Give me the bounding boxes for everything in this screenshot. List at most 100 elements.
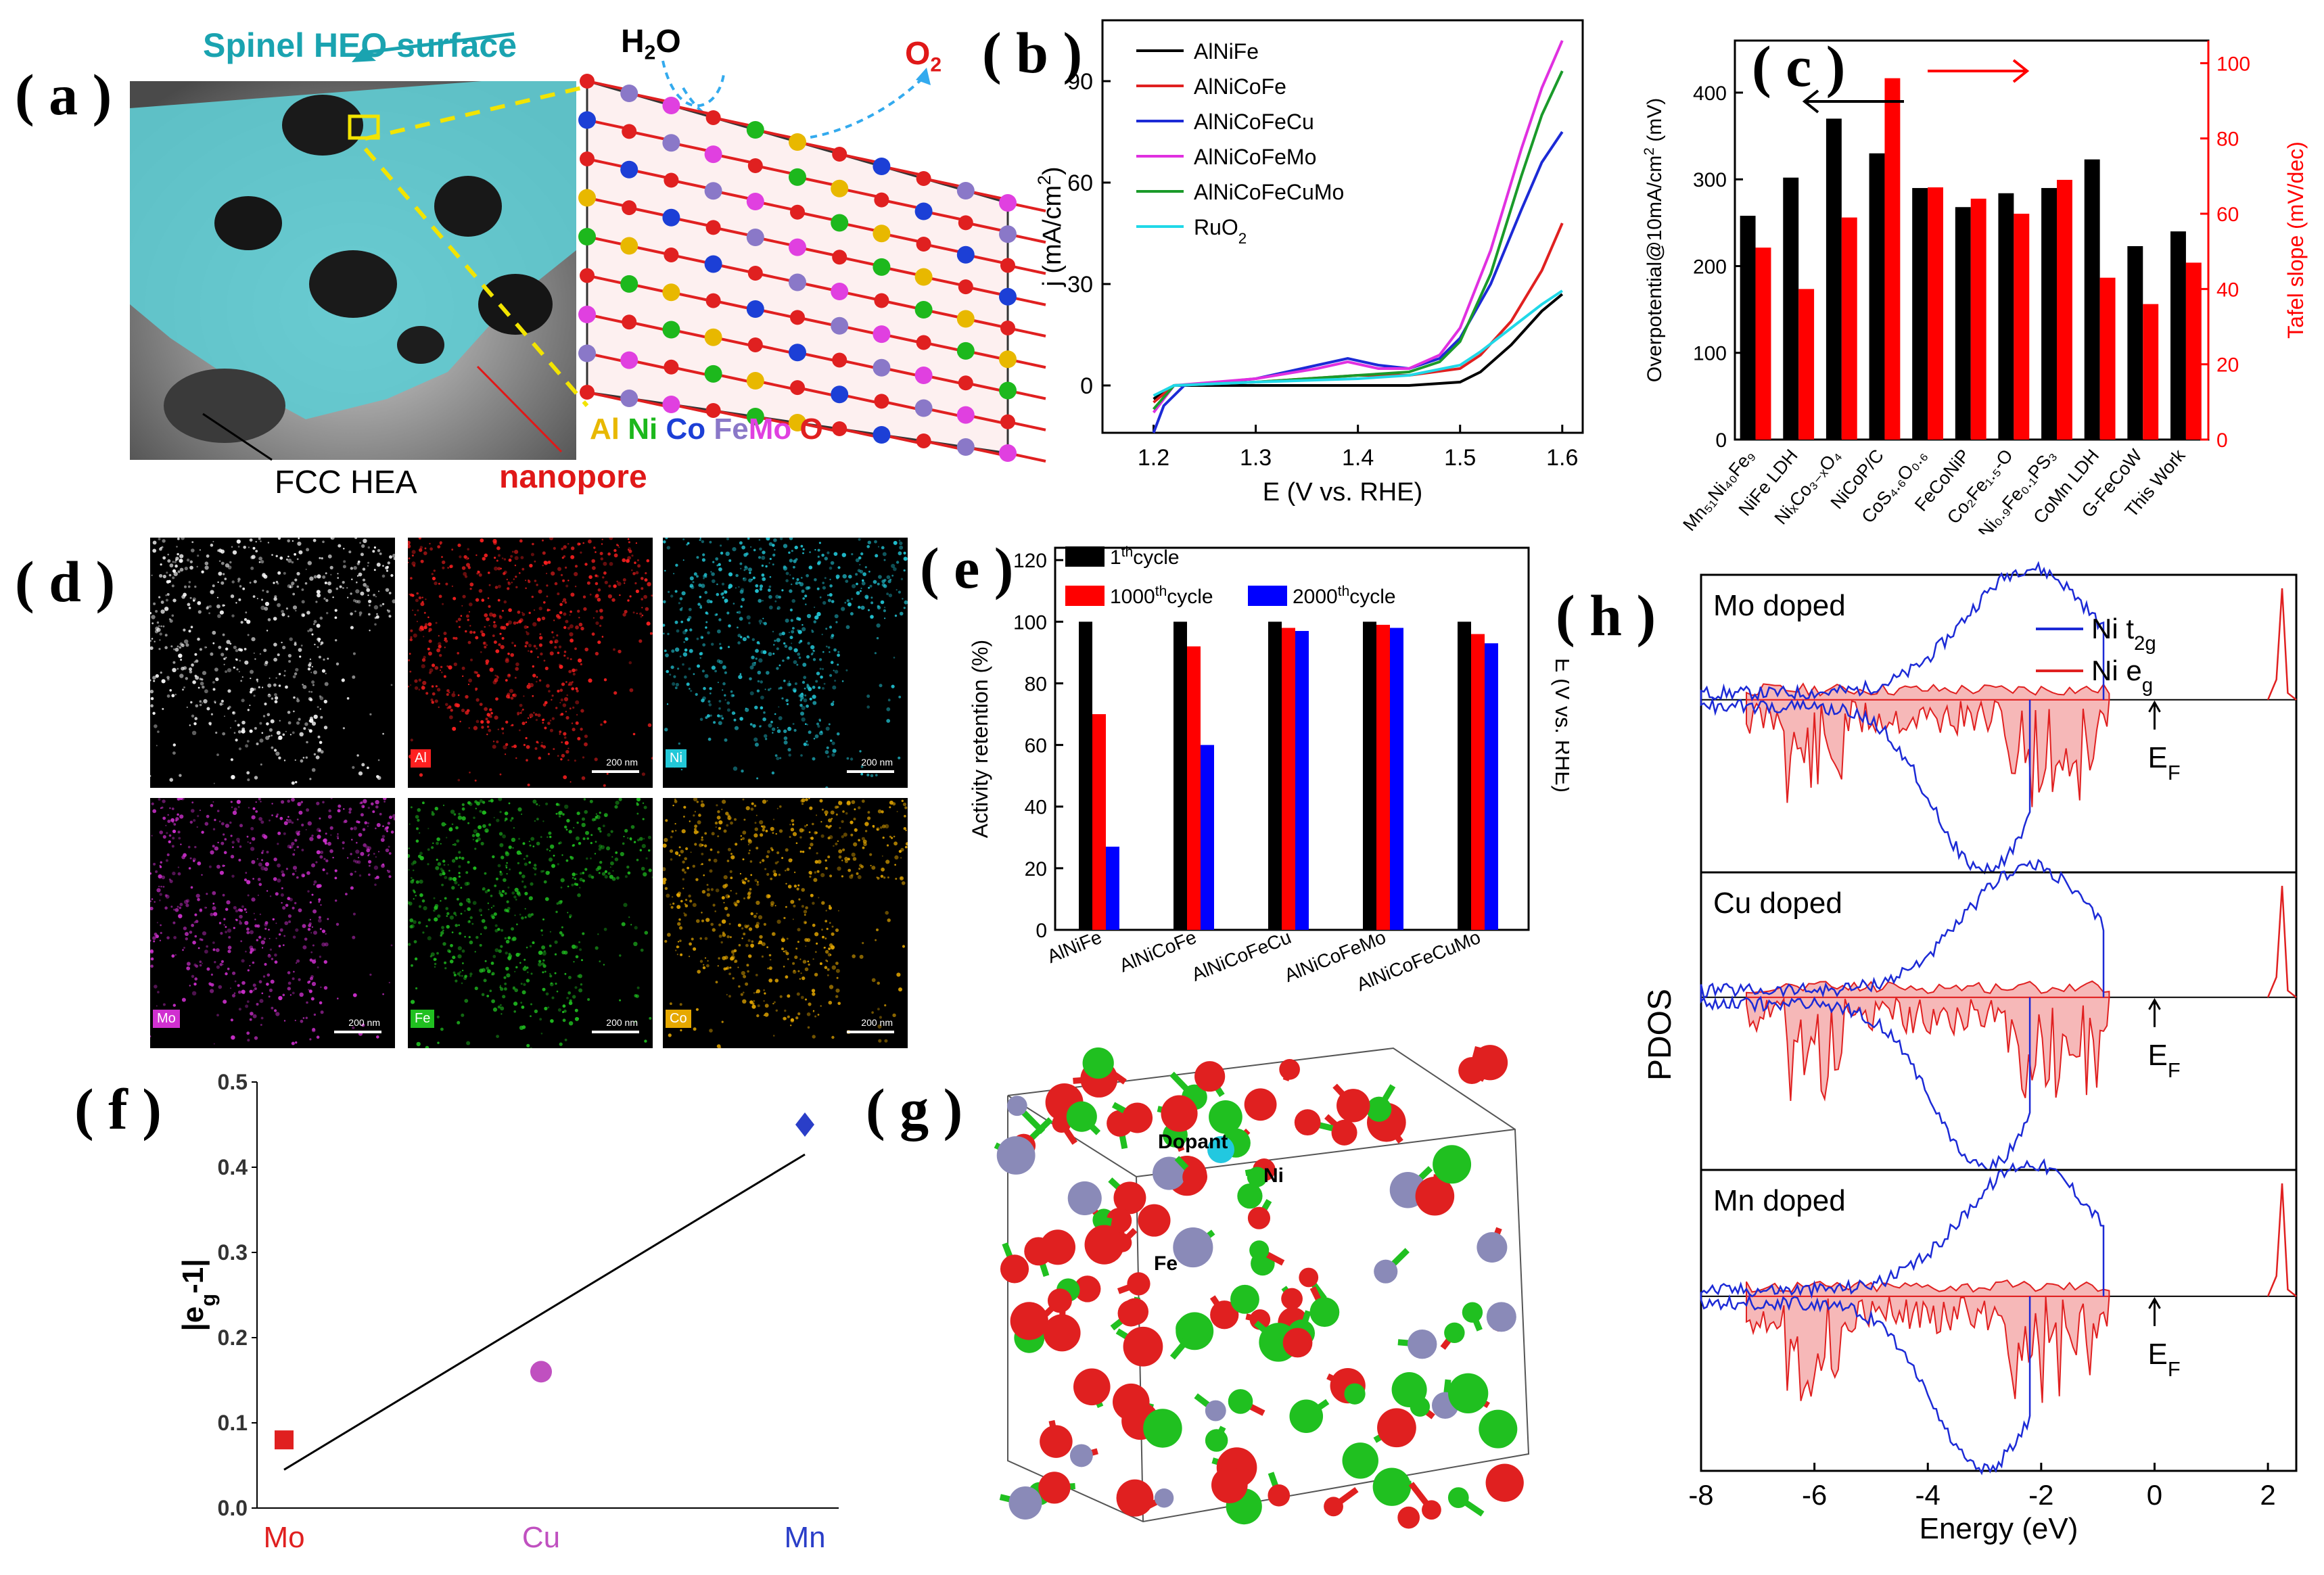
slab-atom xyxy=(789,133,806,151)
panel-letter-d: ( d ) xyxy=(15,549,116,614)
lattice-atom xyxy=(1113,1181,1146,1215)
y-tick-label-f: 0.1 xyxy=(218,1411,248,1435)
slab-atom xyxy=(578,111,596,129)
chart-f: 0.0 0.1 0.2 0.3 0.4 0.5 Mo Cu Mn |eg-1| xyxy=(177,1070,839,1554)
lattice-atom xyxy=(1073,1368,1111,1406)
slab-atom xyxy=(832,147,847,162)
slab-atom xyxy=(662,208,680,227)
scale-bar-text: 200 nm xyxy=(606,1017,638,1028)
bar-e-0-4 xyxy=(1458,621,1471,930)
lattice-atom xyxy=(1084,1225,1124,1265)
y-tick-label-c: 200 xyxy=(1693,256,1727,278)
nanopore-label: nanopore xyxy=(499,459,647,495)
lattice-atom xyxy=(1210,1300,1239,1330)
bar-tafel-2 xyxy=(1841,217,1857,440)
eds-tile-al: Al 200 nm xyxy=(408,538,653,788)
lattice-atom xyxy=(1486,1302,1516,1332)
legend-label-e-2: 2000thcycle xyxy=(1293,584,1396,609)
slab-atom xyxy=(746,408,764,425)
slab-atom xyxy=(914,367,933,384)
y-tick-label-right-c: 100 xyxy=(2216,53,2250,75)
pdos-t2g-down-0 xyxy=(1700,697,2031,875)
y-tick-label-f: 0.0 xyxy=(218,1496,248,1520)
lattice-atom xyxy=(1366,1096,1392,1122)
fe-label: Fe xyxy=(1154,1252,1178,1275)
point-mo xyxy=(275,1430,294,1450)
slab-atom xyxy=(831,385,849,404)
element-al: Al xyxy=(590,413,620,446)
legend-label-e-0: 1thcycle xyxy=(1110,544,1180,569)
eds-texture xyxy=(150,798,395,1045)
stem-micrograph xyxy=(130,81,576,460)
x-tick-label-h: -6 xyxy=(1802,1479,1827,1511)
slab-atom xyxy=(662,134,680,152)
fit-line xyxy=(283,1153,806,1471)
slab-atom xyxy=(705,220,721,235)
lattice-atom xyxy=(1067,1181,1102,1216)
y-tick-label-right-c: 80 xyxy=(2216,128,2239,151)
y-tick-label-f: 0.4 xyxy=(218,1155,248,1179)
element-ni: Ni xyxy=(628,413,658,446)
pdos-t2g-up-0 xyxy=(1700,561,2105,702)
panel-letter-h: ( h ) xyxy=(1556,583,1656,648)
slab-atom xyxy=(746,372,764,390)
surface-arrowhead xyxy=(352,49,376,62)
lattice-atom xyxy=(1433,1145,1472,1184)
nanopore-pointer xyxy=(476,365,563,453)
bar-e-0-1 xyxy=(1173,621,1187,930)
panel-letter-a: ( a ) xyxy=(15,62,112,127)
x-tick-label-h: 0 xyxy=(2147,1479,2162,1511)
slab-atom xyxy=(999,444,1017,462)
pdos-frame-2 xyxy=(1700,1169,2298,1472)
lattice-atom xyxy=(1344,1383,1366,1405)
fcc-hea-label: FCC HEA xyxy=(275,465,417,500)
lattice-atom xyxy=(1309,1297,1340,1327)
y-axis-title-right-c: Tafel slope (mV/dec) xyxy=(2283,141,2308,339)
bar-tafel-4 xyxy=(1928,187,1943,440)
slab-atom xyxy=(916,433,931,448)
eds-tile-label: Al xyxy=(411,749,431,768)
lattice-atom xyxy=(1444,1322,1465,1344)
y-axis-title-right-e: E (V vs. RHE) xyxy=(1551,658,1569,793)
slab-atom xyxy=(662,396,680,413)
slab-atom xyxy=(914,301,933,319)
lattice-atom xyxy=(1205,1429,1228,1452)
lattice-atom xyxy=(1477,1231,1508,1263)
slab-atom xyxy=(622,314,637,330)
pdos-spike-1 xyxy=(2267,885,2297,998)
x-tick-label-b: 1.4 xyxy=(1342,445,1374,471)
bar-overpotential-5 xyxy=(1955,207,1971,440)
slab-atom xyxy=(704,365,722,383)
panel-letter-g: ( g ) xyxy=(866,1077,963,1142)
lattice-atom xyxy=(1237,1183,1263,1209)
lattice-atom xyxy=(1462,1302,1483,1323)
slab-atom xyxy=(704,255,722,273)
y-tick-label-e: 40 xyxy=(1025,797,1047,819)
zoom-line-bottom xyxy=(363,147,589,407)
x-tick-label-e-2: AlNiCoFeCu xyxy=(1188,926,1294,985)
x-tick-label-b: 1.6 xyxy=(1546,445,1578,471)
scale-bar xyxy=(592,1031,639,1033)
slab-atom xyxy=(704,145,722,164)
lattice-atom xyxy=(1415,1176,1455,1216)
lattice-atom xyxy=(1194,1061,1226,1092)
lattice-atom xyxy=(1479,1409,1518,1449)
crystal-structure xyxy=(994,1045,1530,1529)
legend-label-h-1: Ni eg xyxy=(2091,655,2153,697)
slab-atom xyxy=(914,268,933,286)
scale-bar-text: 200 nm xyxy=(606,757,638,768)
bar-e-2-3 xyxy=(1390,628,1403,930)
lattice-atom xyxy=(1372,1467,1412,1506)
slab-atom xyxy=(789,168,806,186)
bar-e-1-0 xyxy=(1092,714,1106,930)
y-tick-label-right-c: 20 xyxy=(2216,354,2239,377)
y-axis-title-h: PDOS xyxy=(1642,989,1678,1081)
bar-overpotential-3 xyxy=(1869,153,1885,440)
bar-tafel-7 xyxy=(2057,179,2072,440)
y-tick-label-c: 0 xyxy=(1715,429,1727,452)
slab-atom xyxy=(999,350,1017,369)
lattice-atom xyxy=(1407,1329,1437,1359)
slab-atom xyxy=(704,328,722,346)
panel-letter-b: ( b ) xyxy=(982,20,1083,85)
fcc-pointer xyxy=(202,413,273,461)
